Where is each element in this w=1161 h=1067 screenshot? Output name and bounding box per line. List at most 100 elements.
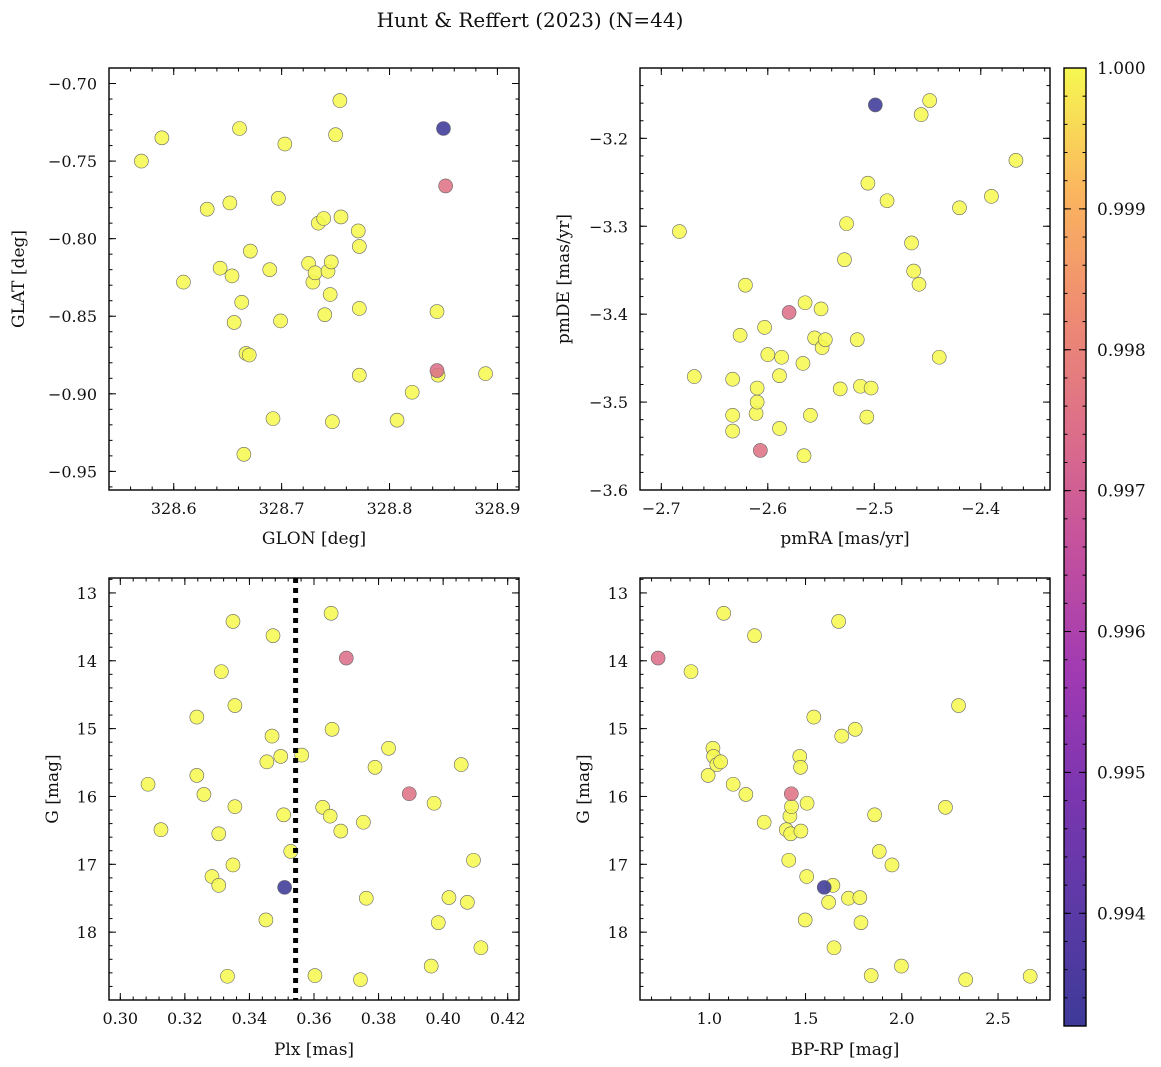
data-point xyxy=(847,721,863,737)
data-point xyxy=(211,878,227,893)
data-point xyxy=(906,263,921,279)
data-point xyxy=(473,940,489,956)
data-point xyxy=(781,305,797,320)
data-point xyxy=(817,332,833,347)
data-point xyxy=(700,768,716,783)
axes-frame xyxy=(639,67,1051,491)
data-point xyxy=(884,857,900,873)
data-point xyxy=(774,349,789,365)
data-point xyxy=(367,759,383,775)
data-point xyxy=(211,826,227,842)
x-tick-label: 2.5 xyxy=(985,1009,1010,1028)
colorbar-tick-label: 0.997 xyxy=(1097,482,1146,502)
y-tick-label: 18 xyxy=(77,923,97,942)
data-point xyxy=(879,193,895,209)
data-point xyxy=(273,749,289,764)
data-point xyxy=(837,252,852,267)
data-point xyxy=(725,776,741,792)
data-point xyxy=(258,912,274,928)
data-point xyxy=(803,407,818,423)
data-point xyxy=(749,394,765,410)
x-tick-label: 328.8 xyxy=(367,499,413,518)
data-point xyxy=(273,313,288,329)
data-point xyxy=(352,367,367,383)
data-point xyxy=(453,757,469,772)
data-point xyxy=(793,759,808,775)
data-point xyxy=(241,347,257,363)
data-point xyxy=(952,200,967,216)
data-point xyxy=(716,605,732,621)
data-point xyxy=(276,807,291,823)
data-point xyxy=(931,349,947,365)
y-tick-label: −0.75 xyxy=(48,152,97,171)
colorbar-tick-label: 0.998 xyxy=(1097,341,1146,361)
x-tick-label: −2.6 xyxy=(748,499,787,518)
data-point xyxy=(333,209,349,225)
y-tick-label: 17 xyxy=(77,855,97,874)
panel-plx-g: 0.30 0.32 0.34 0.36 0.38 0.40 0.42 13 14 15 16 17 18… xyxy=(43,577,526,1060)
colorbar-tick-label: 0.996 xyxy=(1097,623,1146,643)
y-tick-label: −0.80 xyxy=(48,230,97,249)
y-tick-label: −3.5 xyxy=(589,393,628,412)
y-axis-label: G [mag] xyxy=(43,754,63,823)
data-point xyxy=(781,852,797,868)
data-point xyxy=(772,368,787,384)
y-axis-label: pmDE [mas/yr] xyxy=(554,214,574,344)
data-point xyxy=(322,287,338,302)
data-point xyxy=(849,332,865,347)
data-point xyxy=(753,443,768,458)
data-point xyxy=(813,301,829,317)
data-point xyxy=(852,890,868,905)
x-tick-label: 328.6 xyxy=(151,499,197,518)
data-point xyxy=(214,664,229,679)
data-point xyxy=(277,136,293,152)
panel-glon-glat: 328.6 328.7 328.8 328.9 −0.95 −0.90 −0.85 −0.80… xyxy=(9,67,520,549)
data-point xyxy=(799,795,815,811)
data-point xyxy=(259,754,275,770)
data-point xyxy=(350,223,366,239)
colorbar: 0.994 0.995 0.996 0.997 0.998 0.999 1.000 xyxy=(1063,59,1146,1027)
data-point xyxy=(738,787,754,802)
data-point xyxy=(353,972,368,987)
data-point xyxy=(438,178,453,194)
data-point xyxy=(338,650,354,666)
data-point xyxy=(821,895,836,910)
data-point xyxy=(938,800,953,815)
data-point xyxy=(871,844,887,859)
x-tick-label: 0.36 xyxy=(296,1009,332,1028)
data-point xyxy=(466,852,481,868)
data-point xyxy=(683,664,699,679)
data-point xyxy=(426,795,442,811)
data-point xyxy=(234,294,250,310)
data-point xyxy=(220,968,235,984)
data-point xyxy=(140,776,156,792)
data-point xyxy=(226,315,242,330)
data-point xyxy=(922,93,937,108)
data-point xyxy=(328,127,343,143)
figure-title: Hunt & Reffert (2023) (N=44) xyxy=(377,8,684,32)
data-point xyxy=(757,320,772,335)
data-point xyxy=(225,857,241,873)
data-point xyxy=(911,276,927,292)
data-point xyxy=(436,121,451,136)
data-point xyxy=(904,235,919,251)
y-tick-label: −0.85 xyxy=(48,307,97,326)
colorbar-tick-label: 0.999 xyxy=(1097,200,1146,220)
x-axis-label: BP-RP [mag] xyxy=(791,1040,900,1060)
data-point xyxy=(429,363,445,378)
data-point xyxy=(687,369,702,384)
x-tick-label: 0.30 xyxy=(102,1009,138,1028)
data-point xyxy=(867,807,882,823)
data-point xyxy=(389,412,405,428)
data-point xyxy=(271,191,286,206)
x-tick-label: 328.7 xyxy=(259,499,305,518)
data-point xyxy=(323,605,339,621)
data-point xyxy=(358,890,374,906)
data-point xyxy=(1008,153,1024,168)
y-tick-label: 15 xyxy=(77,720,97,739)
x-tick-label: 2.0 xyxy=(889,1009,914,1028)
x-tick-label: 0.42 xyxy=(490,1009,526,1028)
data-point xyxy=(738,277,753,293)
data-point xyxy=(478,366,493,381)
data-point xyxy=(831,614,846,629)
